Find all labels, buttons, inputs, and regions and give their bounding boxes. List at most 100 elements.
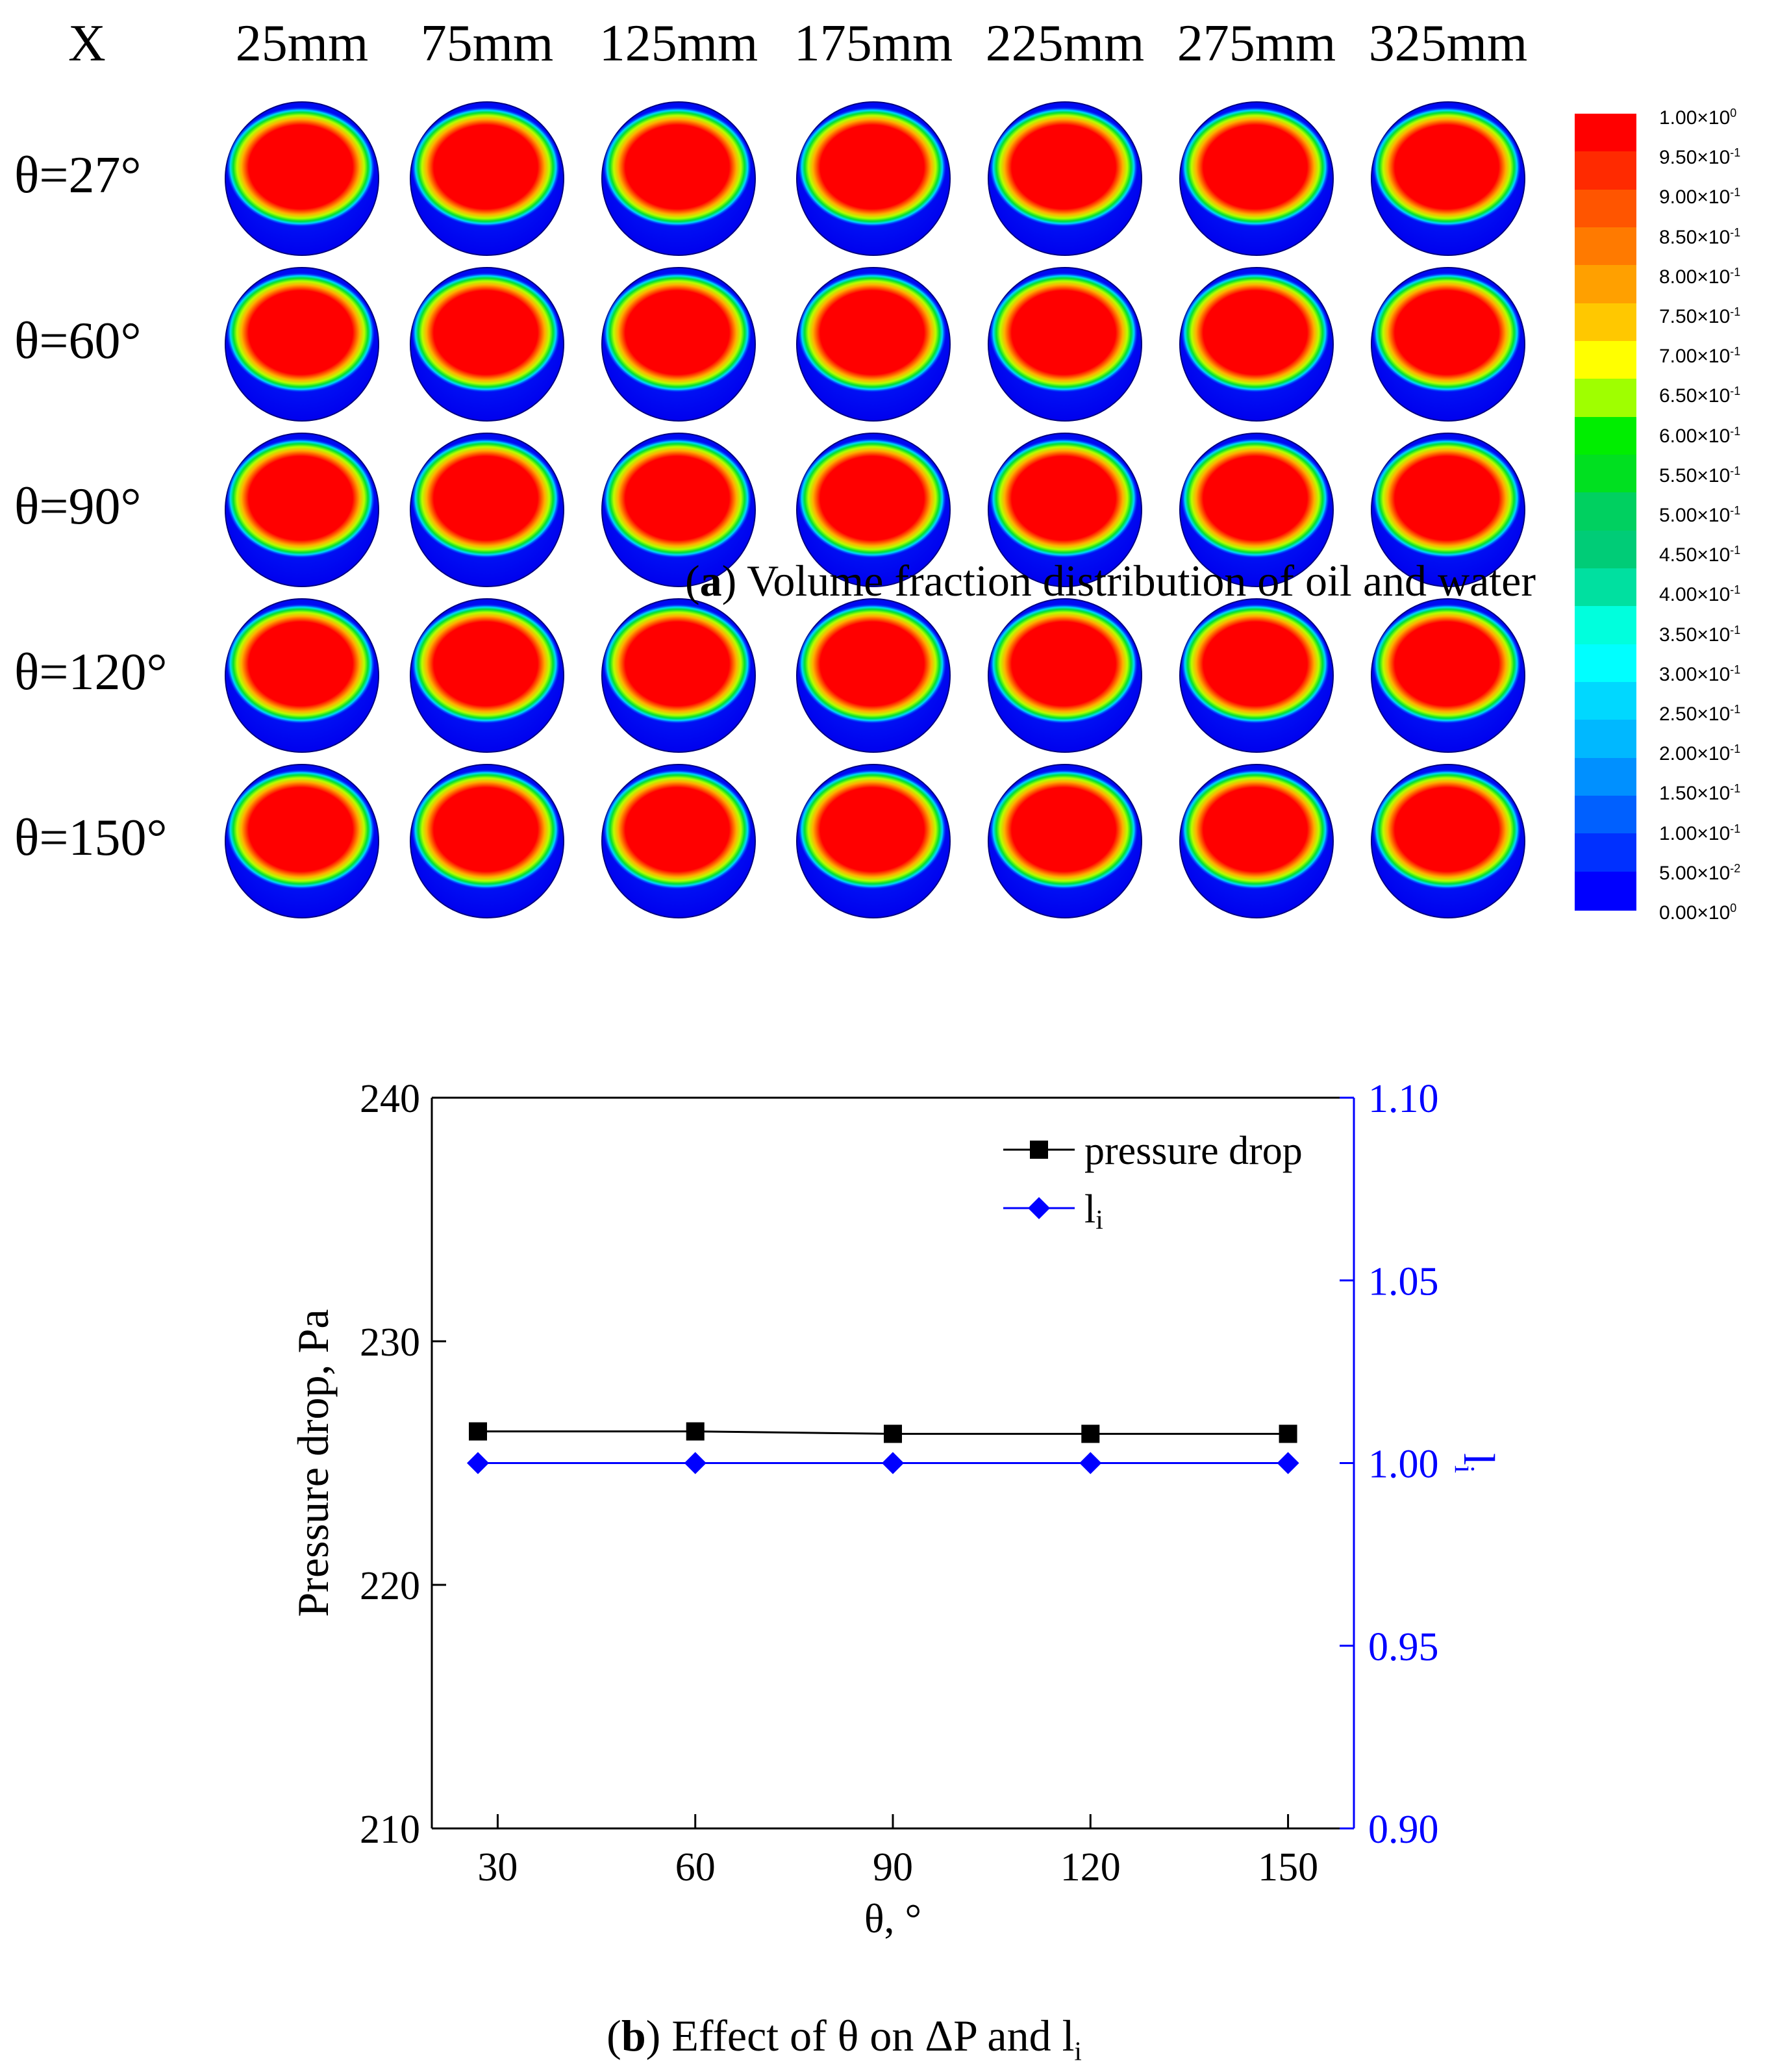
colorbar-label: 6.00×10-1	[1659, 424, 1741, 447]
contour-disk	[601, 267, 756, 422]
contour-grid	[225, 101, 1525, 918]
colorbar-label: 8.50×10-1	[1659, 225, 1741, 248]
contour-disk	[1371, 101, 1525, 256]
contour-disk	[601, 433, 756, 587]
contour-disk	[988, 598, 1142, 753]
contour-disk	[225, 433, 379, 587]
colorbar-label: 2.00×10-1	[1659, 742, 1741, 765]
x-axis-label: θ, °	[864, 1895, 921, 1941]
contour-disk	[988, 764, 1142, 918]
legend-marker	[1030, 1141, 1048, 1159]
colorbar-swatch	[1575, 720, 1636, 760]
caption-b: (b) Effect of θ on ΔP and li	[607, 2011, 1082, 2066]
y-right-tick-label: 1.05	[1368, 1259, 1439, 1304]
legend-label-main: pressure drop	[1084, 1129, 1303, 1173]
colorbar-swatch	[1575, 379, 1636, 419]
contour-disk	[410, 433, 564, 587]
legend-marker	[1028, 1197, 1050, 1219]
colorbar-swatch	[1575, 492, 1636, 533]
colorbar-swatch	[1575, 341, 1636, 381]
colorbar-swatch	[1575, 455, 1636, 494]
contour-disk	[1179, 764, 1334, 918]
colorbar-label: 8.00×10-1	[1659, 265, 1741, 288]
row-label: θ=60°	[14, 312, 142, 370]
data-point-pressure-drop	[1279, 1424, 1297, 1443]
colorbar-swatch	[1575, 606, 1636, 646]
contour-disk	[1179, 433, 1334, 587]
colorbar-swatch	[1575, 871, 1636, 911]
colorbar-swatch	[1575, 796, 1636, 835]
colorbar-label: 6.50×10-1	[1659, 385, 1741, 407]
colorbar-swatch	[1575, 303, 1636, 343]
data-point-li	[1277, 1452, 1299, 1474]
x-tick-label: 30	[477, 1845, 518, 1889]
colorbar-swatch	[1575, 568, 1636, 608]
contour-disk	[410, 101, 564, 256]
y-left-tick-label: 230	[360, 1320, 420, 1365]
caption-a: (a) Volume fraction distribution of oil …	[684, 556, 1536, 605]
y-right-tick-label: 1.10	[1368, 1077, 1439, 1121]
contour-disk	[796, 598, 951, 753]
contour-disk	[410, 764, 564, 918]
contour-disk	[601, 764, 756, 918]
y-right-axis-label-main: l	[1455, 1453, 1504, 1465]
data-point-li	[882, 1452, 904, 1474]
data-point-li	[467, 1452, 489, 1474]
contour-disk	[796, 433, 951, 587]
colorbar-label: 4.50×10-1	[1659, 544, 1741, 566]
contour-disk	[796, 267, 951, 422]
data-point-pressure-drop	[469, 1422, 487, 1441]
y-right-tick-label: 0.90	[1368, 1808, 1439, 1852]
contour-disk	[225, 267, 379, 422]
row-label: θ=120°	[14, 644, 168, 701]
colorbar-label: 5.00×10-1	[1659, 504, 1741, 526]
column-label: 325mm	[1368, 15, 1528, 72]
y-right-axis-label-sub: i	[1449, 1465, 1481, 1473]
colorbar-swatch	[1575, 757, 1636, 798]
colorbar-swatch	[1575, 530, 1636, 570]
colorbar-label: 5.00×10-2	[1659, 861, 1741, 884]
contour-disk	[225, 764, 379, 918]
row-label: θ=90°	[14, 478, 142, 535]
column-label: 75mm	[420, 15, 554, 72]
contour-disk	[988, 101, 1142, 256]
row-label: θ=150°	[14, 809, 168, 866]
data-point-pressure-drop	[686, 1422, 705, 1441]
contour-disk	[796, 764, 951, 918]
colorbar-label: 1.00×100	[1659, 107, 1737, 129]
x-tick-label: 90	[873, 1845, 913, 1889]
y-right-tick-label: 0.95	[1368, 1625, 1439, 1669]
contour-disk	[225, 598, 379, 753]
column-label: 175mm	[794, 15, 953, 72]
column-label: 225mm	[985, 15, 1145, 72]
colorbar-label: 2.50×10-1	[1659, 703, 1741, 725]
contour-disk	[1371, 598, 1525, 753]
y-right-axis-label: li	[1449, 1453, 1504, 1473]
colorbar-swatch	[1575, 265, 1636, 305]
contour-disk	[410, 598, 564, 753]
contour-disk	[796, 101, 951, 256]
colorbar-label: 1.50×10-1	[1659, 782, 1741, 805]
colorbar-swatch	[1575, 227, 1636, 267]
contour-disk	[1179, 267, 1334, 422]
colorbar-swatch	[1575, 644, 1636, 684]
colorbar-swatch	[1575, 416, 1636, 457]
colorbar-label: 9.00×10-1	[1659, 186, 1741, 208]
colorbar-label: 3.50×10-1	[1659, 623, 1741, 646]
contour-disk	[1371, 433, 1525, 587]
row-label: θ=27°	[14, 147, 142, 204]
colorbar-label: 0.00×100	[1659, 902, 1737, 924]
contour-disk	[1371, 267, 1525, 422]
y-left-tick-label: 240	[360, 1077, 420, 1121]
contour-disk	[988, 433, 1142, 587]
x-tick-label: 120	[1060, 1845, 1121, 1889]
legend-label-main: l	[1084, 1187, 1095, 1232]
colorbar-swatch	[1575, 151, 1636, 192]
y-left-tick-label: 210	[360, 1808, 420, 1852]
column-label: 25mm	[235, 15, 369, 72]
contour-disk	[1179, 101, 1334, 256]
colorbar-swatch	[1575, 682, 1636, 722]
colorbar-label: 9.50×10-1	[1659, 146, 1741, 169]
legend-label-sub: i	[1095, 1206, 1103, 1235]
contour-disk	[601, 101, 756, 256]
